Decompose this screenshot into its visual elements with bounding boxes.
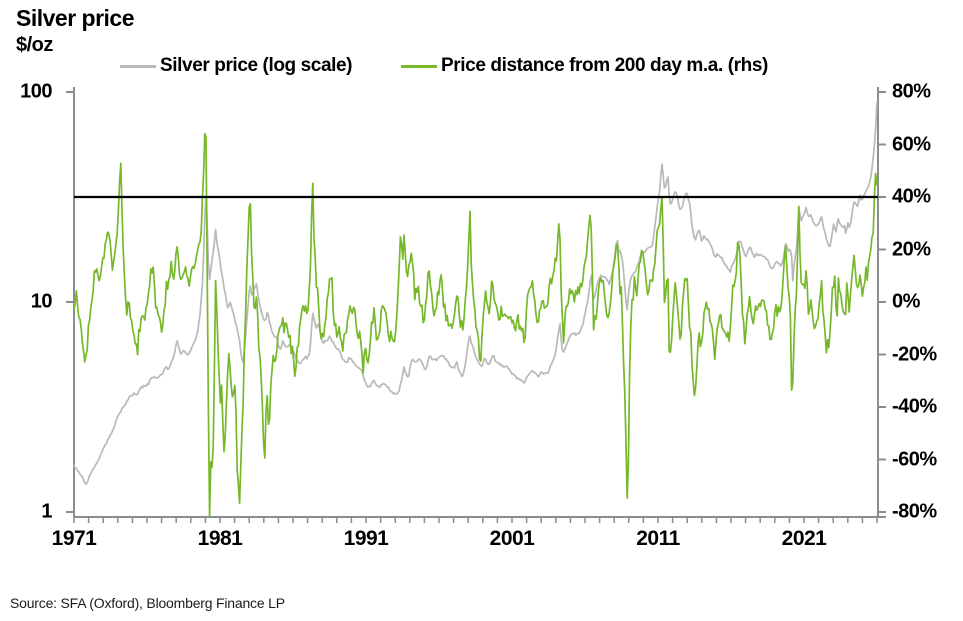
x-axis-tick-label: 1981 [197,527,243,550]
y-left-tick-label: 1 [41,500,52,523]
silver-price-line-swatch [120,64,156,68]
chart-title: Silver price [16,5,135,31]
x-axis-tick-label: 1971 [51,527,97,550]
y-left-axis-unit: $/oz [16,34,53,56]
price-distance-line-swatch [401,64,437,68]
y-right-tick-label: 0% [892,290,920,313]
x-axis-tick-label: 1991 [343,527,389,550]
y-right-tick-label: 80% [892,80,931,103]
y-left-tick-label: 10 [30,290,53,313]
x-axis-tick-label: 2001 [489,527,535,550]
y-right-tick-label: -20% [892,343,937,365]
legend-item-silver-price: Silver price (log scale) [120,55,353,77]
y-right-tick-label: 20% [892,238,931,260]
y-left-tick-label: 100 [20,80,52,103]
price-distance-line [73,132,878,518]
legend-label-price-distance: Price distance from 200 day m.a. (rhs) [441,55,768,76]
y-right-tick-label: 60% [892,133,931,155]
legend-item-price-distance: Price distance from 200 day m.a. (rhs) [401,55,768,77]
y-right-tick-label: -40% [892,395,937,418]
y-right-tick-label: 40% [892,185,931,208]
x-axis-tick-label: 2021 [781,527,827,550]
legend-label-silver-price: Silver price (log scale) [160,55,353,76]
source-note: Source: SFA (Oxford), Bloomberg Finance … [10,595,285,611]
y-right-tick-label: -60% [892,448,937,470]
y-right-tick-label: -80% [892,500,937,523]
silver-price-line [73,102,878,485]
x-axis-tick-label: 2011 [636,527,680,550]
